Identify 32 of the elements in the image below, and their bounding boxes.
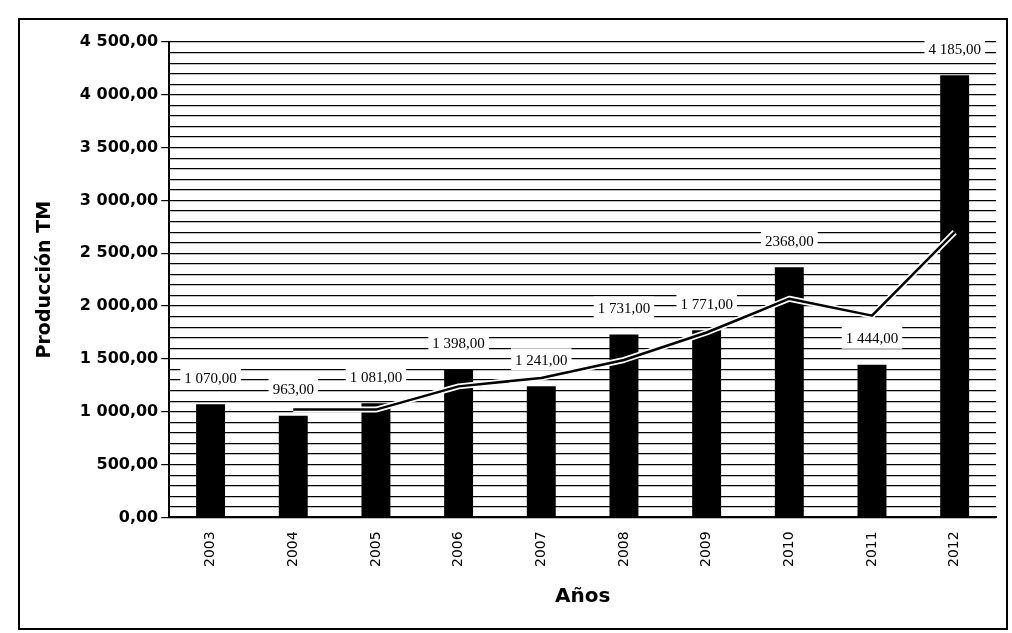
x-tick-label: 2005	[366, 531, 383, 568]
data-label: 1 241,00	[515, 351, 568, 368]
data-label: 1 070,00	[184, 369, 237, 386]
x-tick-label: 2008	[614, 531, 631, 568]
data-label: 1 444,00	[845, 330, 899, 347]
y-tick-label: 3 500,00	[79, 136, 159, 156]
y-tick-label: 2 500,00	[79, 242, 159, 262]
data-label: 4 185,00	[928, 40, 981, 57]
x-tick-label: 2010	[779, 531, 796, 568]
y-tick-label: 3 000,00	[79, 189, 159, 209]
x-tick-label: 2007	[531, 531, 548, 568]
y-tick-label: 1 500,00	[79, 348, 159, 368]
x-tick-label: 2004	[283, 531, 300, 568]
data-label: 1 731,00	[597, 299, 651, 316]
y-tick-label: 4 000,00	[79, 83, 159, 103]
y-tick-label: 0,00	[118, 506, 159, 526]
y-tick-label: 4 500,00	[79, 31, 159, 51]
y-tick-label: 1 000,00	[79, 400, 159, 420]
y-axis-title: Producción TM	[32, 200, 55, 359]
x-tick-label: 2009	[697, 531, 714, 568]
x-tick-label: 2003	[201, 531, 218, 568]
data-label: 1 771,00	[680, 295, 733, 312]
data-label: 963,00	[272, 381, 314, 398]
data-label: 1 398,00	[432, 335, 485, 352]
y-tick-label: 500,00	[96, 453, 159, 473]
x-tick-label: 2011	[862, 531, 879, 568]
x-tick-label: 2012	[945, 531, 962, 568]
x-axis-title: Años	[554, 583, 611, 608]
data-label: 1 081,00	[349, 368, 403, 385]
data-label: 2368,00	[764, 232, 814, 249]
y-tick-label: 2 000,00	[79, 295, 159, 315]
x-tick-label: 2006	[449, 531, 466, 568]
